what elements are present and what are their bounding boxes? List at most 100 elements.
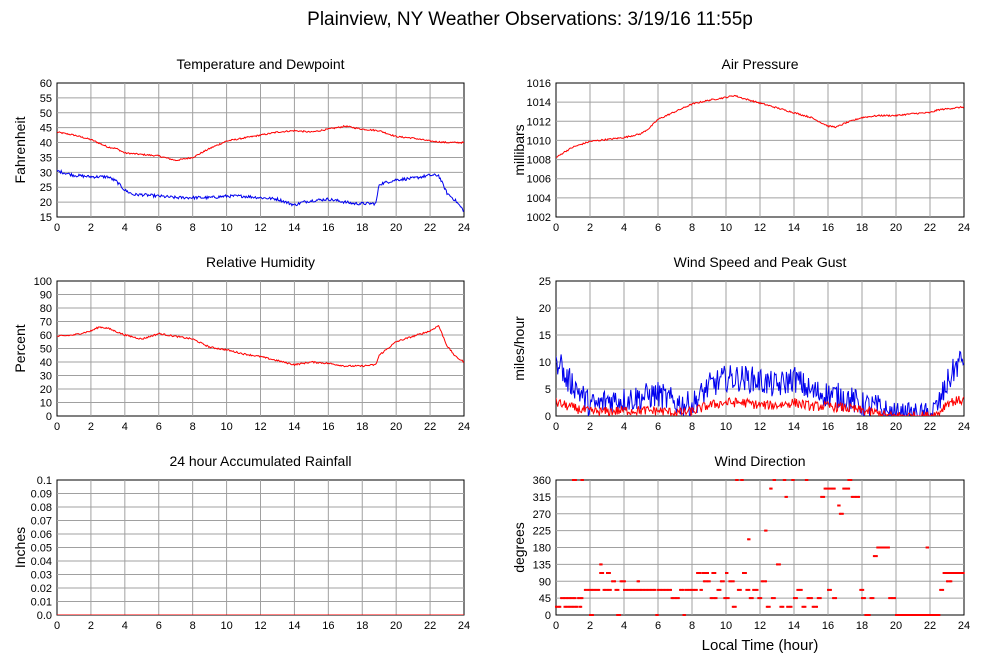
direction-point bbox=[747, 538, 750, 541]
direction-point bbox=[602, 572, 605, 574]
direction-point bbox=[827, 487, 830, 490]
direction-point bbox=[880, 546, 883, 549]
direction-point bbox=[735, 479, 738, 481]
direction-point bbox=[729, 580, 732, 583]
direction-point bbox=[725, 572, 727, 574]
y-tick-label: 15 bbox=[539, 330, 551, 342]
series-line-1 bbox=[556, 350, 964, 416]
direction-point bbox=[959, 572, 962, 574]
direction-point bbox=[588, 588, 591, 591]
direction-point bbox=[619, 580, 622, 583]
direction-point bbox=[832, 487, 835, 490]
x-tick-label: 4 bbox=[621, 222, 627, 234]
direction-point bbox=[806, 597, 809, 600]
direction-point bbox=[622, 580, 625, 583]
direction-point bbox=[772, 479, 775, 481]
direction-point bbox=[765, 580, 767, 583]
direction-point bbox=[855, 495, 858, 498]
x-tick-label: 12 bbox=[754, 222, 766, 234]
direction-point bbox=[925, 546, 928, 549]
direction-point bbox=[887, 546, 890, 549]
x-tick-label: 2 bbox=[587, 222, 593, 234]
direction-point bbox=[825, 487, 827, 490]
direction-point bbox=[952, 572, 955, 574]
direction-point bbox=[574, 597, 577, 600]
direction-point bbox=[571, 597, 574, 600]
direction-point bbox=[829, 588, 832, 591]
direction-point bbox=[600, 572, 603, 574]
direction-point bbox=[820, 495, 823, 498]
direction-point bbox=[823, 495, 826, 498]
direction-point bbox=[704, 580, 707, 583]
direction-point bbox=[565, 597, 568, 600]
direction-point bbox=[700, 588, 703, 591]
direction-point bbox=[655, 614, 658, 616]
direction-point bbox=[938, 614, 941, 616]
y-tick-label: 360 bbox=[533, 475, 551, 487]
direction-point bbox=[862, 588, 865, 591]
direction-point bbox=[809, 597, 812, 600]
direction-point bbox=[638, 588, 641, 591]
direction-point bbox=[677, 597, 680, 600]
direction-point bbox=[797, 588, 800, 591]
x-tick-label: 10 bbox=[220, 620, 232, 632]
direction-point bbox=[882, 546, 885, 549]
direction-point bbox=[850, 479, 853, 481]
direction-point bbox=[690, 588, 692, 591]
direction-point bbox=[838, 512, 841, 515]
direction-point bbox=[816, 605, 818, 608]
direction-point bbox=[741, 479, 744, 481]
direction-point bbox=[642, 588, 645, 591]
direction-point bbox=[896, 614, 899, 616]
series-line-2 bbox=[57, 169, 464, 213]
direction-point bbox=[670, 588, 672, 591]
direction-point bbox=[947, 580, 950, 583]
direction-point bbox=[774, 479, 776, 481]
x-tick-label: 20 bbox=[890, 222, 902, 234]
direction-point bbox=[910, 614, 913, 616]
x-tick-label: 22 bbox=[424, 222, 436, 234]
direction-point bbox=[692, 588, 695, 591]
direction-point bbox=[779, 605, 782, 608]
direction-point bbox=[879, 546, 882, 549]
direction-point bbox=[801, 605, 804, 608]
direction-point bbox=[875, 555, 878, 558]
direction-point bbox=[728, 580, 731, 583]
direction-point bbox=[744, 572, 747, 574]
direction-point bbox=[591, 614, 594, 616]
direction-point bbox=[628, 588, 631, 591]
direction-point bbox=[644, 588, 647, 591]
chart-title: Temperature and Dewpoint bbox=[176, 56, 344, 72]
direction-point bbox=[892, 597, 895, 600]
x-tick-label: 20 bbox=[890, 421, 902, 433]
x-tick-label: 14 bbox=[288, 421, 300, 433]
direction-point bbox=[556, 605, 559, 608]
direction-point bbox=[572, 479, 574, 481]
direction-point bbox=[764, 529, 767, 532]
direction-point bbox=[949, 572, 952, 574]
x-tick-label: 20 bbox=[390, 620, 402, 632]
direction-point bbox=[647, 588, 650, 591]
x-tick-label: 4 bbox=[621, 620, 627, 632]
y-tick-label: 0 bbox=[46, 411, 52, 423]
x-tick-label: 10 bbox=[720, 620, 732, 632]
direction-point bbox=[745, 588, 748, 591]
direction-point bbox=[605, 588, 608, 591]
direction-point bbox=[894, 597, 896, 600]
direction-point bbox=[630, 588, 633, 591]
y-tick-label: 1006 bbox=[527, 174, 551, 186]
direction-point bbox=[951, 572, 954, 574]
x-tick-label: 0 bbox=[54, 222, 60, 234]
direction-point bbox=[602, 588, 605, 591]
direction-point bbox=[680, 588, 683, 591]
y-tick-label: 80 bbox=[40, 303, 52, 315]
direction-point bbox=[640, 588, 642, 591]
chart-title: Relative Humidity bbox=[206, 254, 315, 270]
direction-point bbox=[819, 597, 822, 600]
direction-point bbox=[723, 597, 726, 600]
direction-point bbox=[704, 572, 707, 574]
x-tick-label: 20 bbox=[390, 421, 402, 433]
direction-point bbox=[830, 487, 833, 490]
series-points-1 bbox=[555, 479, 965, 616]
x-tick-label: 16 bbox=[822, 620, 834, 632]
